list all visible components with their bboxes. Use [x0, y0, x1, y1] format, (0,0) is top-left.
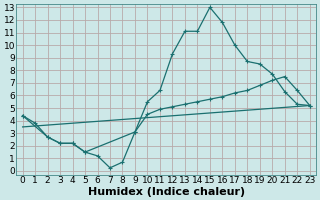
X-axis label: Humidex (Indice chaleur): Humidex (Indice chaleur): [88, 187, 245, 197]
